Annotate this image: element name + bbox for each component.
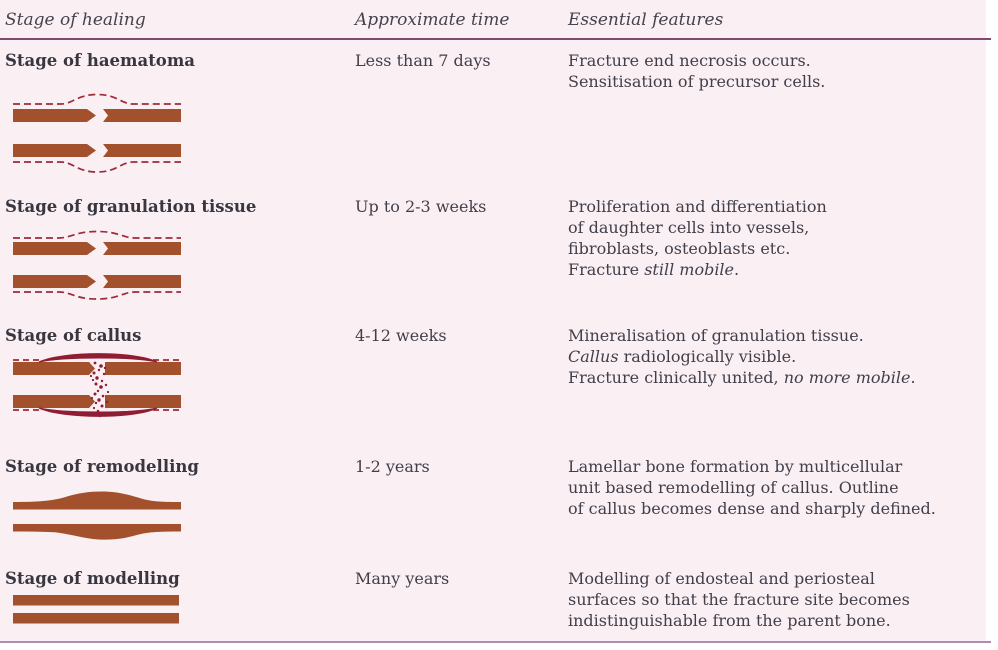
- header-essential-features: Essential features: [568, 10, 724, 30]
- stage-cell: Stage of remodelling: [0, 456, 355, 558]
- bone-diagram-modelling: [11, 593, 355, 625]
- time-cell: 1-2 years: [355, 456, 568, 558]
- table-header-row: Stage of healing Approximate time Essent…: [0, 0, 986, 40]
- feature-text: fibroblasts, osteoblasts etc.: [568, 239, 791, 258]
- feature-text: Lamellar bone formation by multicellular: [568, 457, 903, 476]
- feature-text: of callus becomes dense and sharply defi…: [568, 499, 936, 518]
- fracture-healing-table: Stage of healing Approximate time Essent…: [0, 0, 986, 641]
- feature-text: of daughter cells into vessels,: [568, 218, 810, 237]
- feature-text: .: [734, 260, 740, 279]
- table-row: Stage of remodelling 1-2 years Lamellar …: [0, 446, 986, 558]
- feature-text: .: [910, 368, 916, 387]
- feature-text: Mineralisation of granulation tissue.: [568, 326, 864, 345]
- feature-text: Sensitisation of precursor cells.: [568, 72, 826, 91]
- feature-line: Fracture end necrosis occurs.: [568, 50, 976, 71]
- feature-line: fibroblasts, osteoblasts etc.: [568, 238, 976, 259]
- feature-text: surfaces so that the fracture site becom…: [568, 590, 910, 609]
- time-cell: 4-12 weeks: [355, 325, 568, 446]
- features-cell: Modelling of endosteal and periosteal sur…: [568, 568, 986, 641]
- time-value: Up to 2-3 weeks: [355, 197, 487, 216]
- time-cell: Up to 2-3 weeks: [355, 196, 568, 315]
- bone-diagram-remodelling: [11, 483, 355, 543]
- bone-diagram-haematoma: [11, 93, 355, 177]
- feature-line: Sensitisation of precursor cells.: [568, 71, 976, 92]
- feature-line: Mineralisation of granulation tissue.: [568, 325, 976, 346]
- feature-line: of callus becomes dense and sharply defi…: [568, 498, 976, 519]
- feature-text: still mobile: [644, 260, 735, 279]
- bone-diagram-granulation: [11, 230, 355, 302]
- feature-line: indistinguishable from the parent bone.: [568, 610, 976, 631]
- table-row: Stage of granulation tissue Up to 2-3 we…: [0, 186, 986, 315]
- table-bottom-rule: [0, 641, 991, 643]
- feature-text: Modelling of endosteal and periosteal: [568, 569, 875, 588]
- header-divider-rule: [0, 38, 991, 40]
- time-value: Less than 7 days: [355, 51, 491, 70]
- header-stage-of-healing: Stage of healing: [5, 10, 146, 30]
- feature-line: Callus radiologically visible.: [568, 346, 976, 367]
- stage-title: Stage of haematoma: [5, 51, 195, 70]
- features-cell: Fracture end necrosis occurs. Sensitisati…: [568, 50, 986, 186]
- table-rows: Stage of haematoma Less than 7 days Frac…: [0, 40, 986, 641]
- time-cell: Many years: [355, 568, 568, 641]
- features-cell: Mineralisation of granulation tissue. Cal…: [568, 325, 986, 446]
- feature-text: Proliferation and differentiation: [568, 197, 827, 216]
- time-value: 4-12 weeks: [355, 326, 447, 345]
- time-value: 1-2 years: [355, 457, 430, 476]
- stage-cell: Stage of granulation tissue: [0, 196, 355, 315]
- time-value: Many years: [355, 569, 450, 588]
- feature-text: unit based remodelling of callus. Outlin…: [568, 478, 899, 497]
- feature-line: of daughter cells into vessels,: [568, 217, 976, 238]
- feature-line: Fracture still mobile.: [568, 259, 976, 280]
- stage-cell: Stage of callus: [0, 325, 355, 446]
- bone-diagram-callus: [11, 350, 355, 420]
- table-row: Stage of haematoma Less than 7 days Frac…: [0, 40, 986, 186]
- stage-title: Stage of remodelling: [5, 457, 199, 476]
- stage-title: Stage of modelling: [5, 569, 180, 588]
- feature-text: no more mobile: [783, 368, 911, 387]
- feature-line: surfaces so that the fracture site becom…: [568, 589, 976, 610]
- feature-text: Fracture: [568, 260, 645, 279]
- feature-text: radiologically visible.: [618, 347, 797, 366]
- feature-text: indistinguishable from the parent bone.: [568, 611, 891, 630]
- stage-title: Stage of granulation tissue: [5, 197, 257, 216]
- feature-text: Fracture end necrosis occurs.: [568, 51, 811, 70]
- features-cell: Lamellar bone formation by multicellular…: [568, 456, 986, 558]
- feature-text: Fracture clinically united,: [568, 368, 784, 387]
- feature-line: unit based remodelling of callus. Outlin…: [568, 477, 976, 498]
- time-cell: Less than 7 days: [355, 50, 568, 186]
- feature-line: Proliferation and differentiation: [568, 196, 976, 217]
- stage-title: Stage of callus: [5, 326, 142, 345]
- page-background: [0, 0, 986, 643]
- features-cell: Proliferation and differentiation of daug…: [568, 196, 986, 315]
- feature-line: Fracture clinically united, no more mobi…: [568, 367, 976, 388]
- stage-cell: Stage of haematoma: [0, 50, 355, 186]
- feature-text: Callus: [568, 347, 619, 366]
- header-approximate-time: Approximate time: [355, 10, 510, 30]
- feature-line: Modelling of endosteal and periosteal: [568, 568, 976, 589]
- table-row: Stage of modelling Many years Modelling …: [0, 558, 986, 641]
- stage-cell: Stage of modelling: [0, 568, 355, 641]
- table-row: Stage of callus 4-12 weeks Mineralisatio…: [0, 315, 986, 446]
- feature-line: Lamellar bone formation by multicellular: [568, 456, 976, 477]
